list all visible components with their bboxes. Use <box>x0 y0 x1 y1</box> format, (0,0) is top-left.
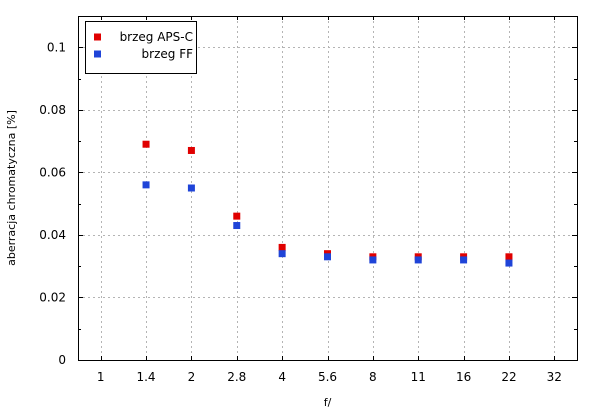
legend: brzeg APS-C brzeg FF <box>85 21 197 74</box>
y-tick-label: 0.06 <box>39 165 66 179</box>
y-axis-title: aberracja chromatyczna [%] <box>5 110 18 266</box>
point-ff <box>142 181 150 189</box>
point-ff <box>505 259 513 267</box>
x-tick-label: 32 <box>547 370 562 384</box>
y-tick-label: 0.1 <box>47 40 66 54</box>
point-aps-c <box>505 253 513 261</box>
axis-ticks <box>78 16 577 361</box>
point-ff <box>324 253 331 261</box>
legend-label-aps-c: brzeg APS-C <box>120 30 193 44</box>
x-axis-title: f/ <box>324 396 332 409</box>
legend-box <box>85 21 197 74</box>
y-tick-label: 0.08 <box>39 103 66 117</box>
y-tick-label: 0 <box>58 353 66 367</box>
point-ff <box>369 256 377 264</box>
legend-label-ff: brzeg FF <box>142 47 194 61</box>
point-aps-c <box>187 146 195 154</box>
legend-swatch-aps-c <box>94 33 101 41</box>
x-tick-label: 1 <box>97 370 105 384</box>
point-ff <box>460 256 468 264</box>
point-ff <box>187 184 195 192</box>
x-tick-label: 22 <box>501 370 516 384</box>
x-tick-labels: 1 1.4 2 2.8 4 5.6 8 11 16 22 32 <box>97 370 562 384</box>
data-points <box>142 140 513 267</box>
x-tick-label: 4 <box>278 370 286 384</box>
x-tick-label: 16 <box>456 370 471 384</box>
x-tick-label: 11 <box>411 370 426 384</box>
x-tick-label: 5.6 <box>318 370 337 384</box>
point-aps-c <box>142 140 150 148</box>
x-tick-label: 8 <box>369 370 377 384</box>
grid-lines <box>78 16 577 360</box>
point-ff <box>278 250 286 258</box>
y-tick-label: 0.04 <box>39 228 66 242</box>
point-aps-c <box>278 243 286 251</box>
legend-swatch-ff <box>94 50 101 58</box>
y-tick-label: 0.02 <box>39 290 66 304</box>
point-aps-c <box>233 212 241 220</box>
x-tick-label: 1.4 <box>136 370 155 384</box>
point-ff <box>414 256 422 264</box>
x-tick-label: 2.8 <box>227 370 246 384</box>
point-ff <box>233 222 241 230</box>
x-tick-label: 2 <box>188 370 196 384</box>
y-tick-labels: 0 0.02 0.04 0.06 0.08 0.1 <box>39 40 66 367</box>
